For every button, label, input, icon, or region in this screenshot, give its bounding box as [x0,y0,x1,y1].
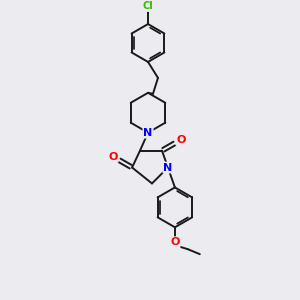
Text: O: O [170,237,180,247]
Text: O: O [176,135,186,145]
Text: Cl: Cl [142,1,153,11]
Text: O: O [109,152,118,162]
Text: N: N [143,128,153,138]
Text: N: N [163,163,172,172]
